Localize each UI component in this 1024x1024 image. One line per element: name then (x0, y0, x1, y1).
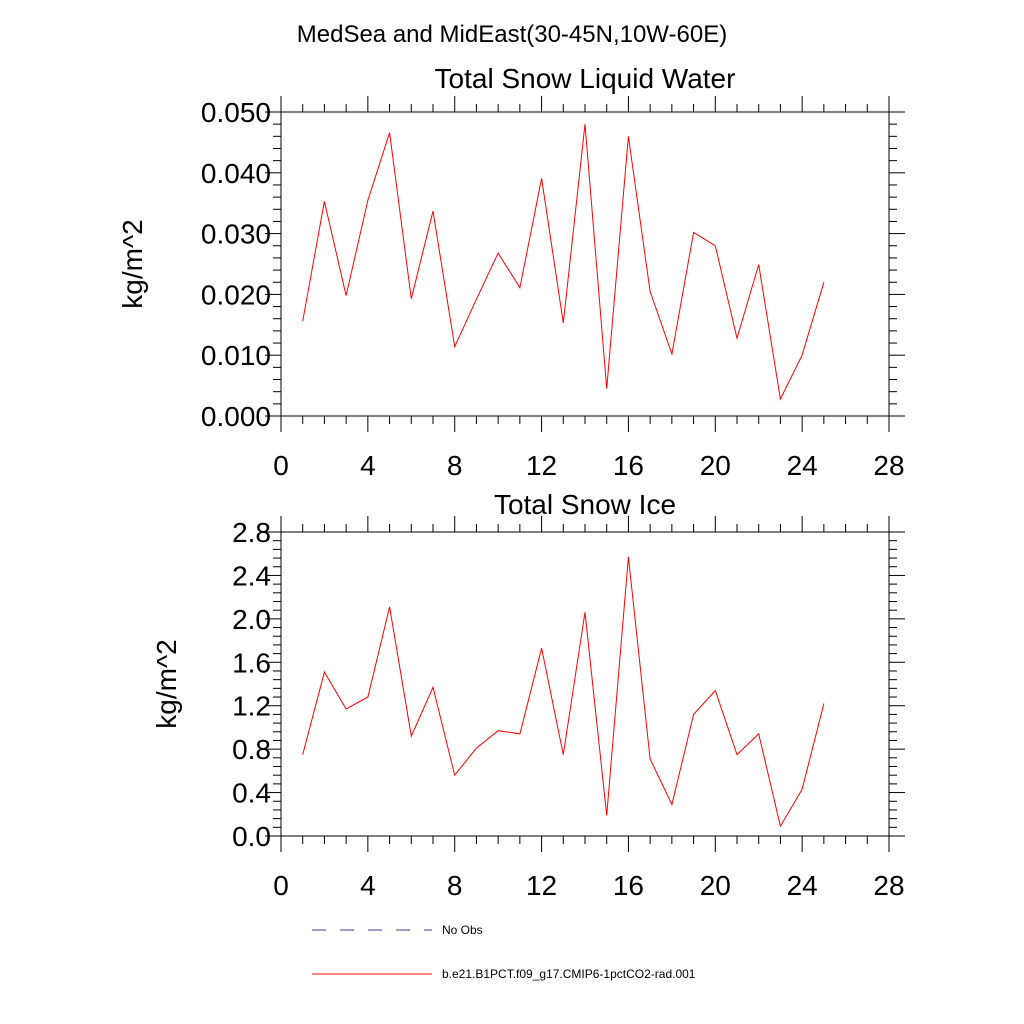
figure-suptitle: MedSea and MidEast(30-45N,10W-60E) (297, 21, 727, 48)
y-tick-label: 1.6 (232, 647, 271, 678)
legend-label-model-run: b.e21.B1PCT.f09_g17.CMIP6-1pctCO2-rad.00… (442, 967, 696, 981)
panel-total-snow-liquid-water: Total Snow Liquid Water 0 4 8 12 16 20 24 28 0.00… (117, 63, 905, 481)
legend: No Obs b.e21.B1PCT.f09_g17.CMIP6-1pctCO2… (312, 923, 696, 981)
x-tick-label: 8 (447, 450, 463, 481)
panel-total-snow-ice: Total Snow Ice 0 4 8 12 16 20 24 28 0.0 0.4 0.8 1.2 1… (151, 489, 905, 901)
x-tick-label: 4 (360, 450, 376, 481)
x-tick-label: 4 (360, 870, 376, 901)
x-tick-label: 24 (787, 870, 818, 901)
y-tick-label: 2.0 (232, 604, 271, 635)
plot-frame (280, 111, 890, 417)
y-tick-label: 0.0 (232, 821, 271, 852)
y-tick-label: 0.040 (201, 158, 271, 189)
y-axis-label: kg/m^2 (117, 219, 148, 308)
y-tick-label: 0.020 (201, 279, 271, 310)
y-tick-label: 0.050 (201, 97, 271, 128)
x-tick-label: 12 (526, 870, 557, 901)
x-tick-label: 8 (447, 870, 463, 901)
y-tick-label: 2.4 (232, 560, 271, 591)
plot-frame (280, 531, 890, 837)
chart-title: Total Snow Ice (494, 489, 676, 520)
y-tick-label: 0.010 (201, 340, 271, 371)
x-tick-label: 0 (273, 450, 289, 481)
y-tick-label: 0.8 (232, 734, 271, 765)
x-tick-label: 0 (273, 870, 289, 901)
y-tick-label: 0.030 (201, 219, 271, 250)
y-tick-label: 0.000 (201, 401, 271, 432)
x-tick-label: 16 (613, 870, 644, 901)
x-tick-label: 28 (873, 870, 904, 901)
x-tick-label: 16 (613, 450, 644, 481)
y-tick-label: 1.2 (232, 691, 271, 722)
series-line-model-run (302, 124, 825, 401)
x-tick-label: 20 (700, 870, 731, 901)
x-tick-label: 24 (787, 450, 818, 481)
y-tick-label: 0.4 (232, 778, 271, 809)
chart-title: Total Snow Liquid Water (435, 63, 736, 94)
legend-label-no-obs: No Obs (442, 923, 483, 937)
y-tick-label: 2.8 (232, 517, 271, 548)
y-axis-label: kg/m^2 (151, 639, 182, 728)
x-tick-label: 28 (873, 450, 904, 481)
x-tick-label: 20 (700, 450, 731, 481)
series-line-model-run (302, 556, 825, 828)
x-tick-label: 12 (526, 450, 557, 481)
